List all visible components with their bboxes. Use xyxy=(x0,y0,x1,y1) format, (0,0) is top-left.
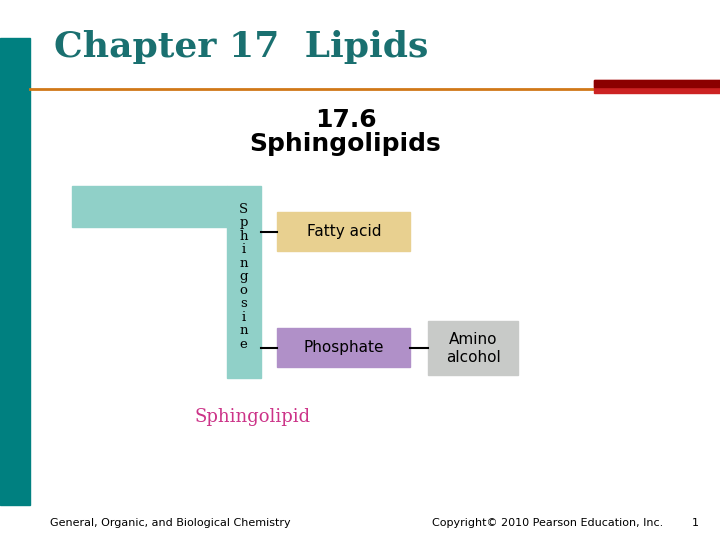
Text: Chapter 17  Lipids: Chapter 17 Lipids xyxy=(54,30,428,64)
Bar xyxy=(277,212,410,251)
Text: Fatty acid: Fatty acid xyxy=(307,224,381,239)
Bar xyxy=(227,186,261,378)
Bar xyxy=(594,80,720,87)
Text: General, Organic, and Biological Chemistry: General, Organic, and Biological Chemist… xyxy=(50,518,291,528)
Bar xyxy=(428,321,518,375)
Text: Sphingolipids: Sphingolipids xyxy=(250,132,441,156)
Text: 1: 1 xyxy=(691,518,698,528)
Text: Copyright© 2010 Pearson Education, Inc.: Copyright© 2010 Pearson Education, Inc. xyxy=(432,518,663,528)
Text: Amino
alcohol: Amino alcohol xyxy=(446,332,501,365)
Bar xyxy=(72,186,227,227)
Text: Phosphate: Phosphate xyxy=(304,340,384,355)
Bar xyxy=(0,38,30,505)
Bar xyxy=(594,80,720,93)
Text: Sphingolipid: Sphingolipid xyxy=(194,408,310,426)
Text: 17.6: 17.6 xyxy=(315,108,377,132)
Text: S
p
h
i
n
g
o
s
i
n
e: S p h i n g o s i n e xyxy=(239,202,248,351)
Bar xyxy=(277,328,410,367)
